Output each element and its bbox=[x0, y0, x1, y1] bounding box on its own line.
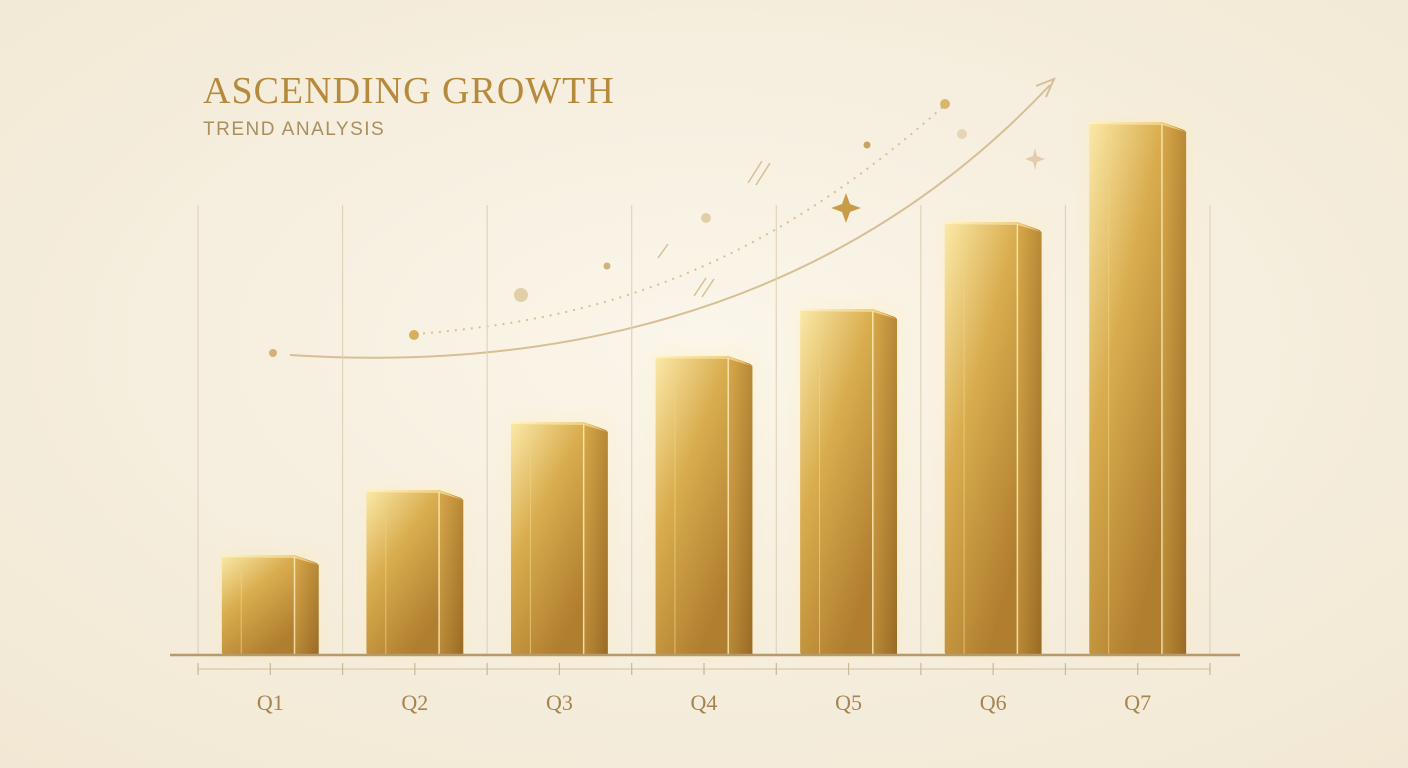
dash-marks bbox=[657, 160, 771, 298]
bar-group bbox=[944, 222, 1042, 655]
bar-side bbox=[583, 422, 608, 655]
x-tick-label: Q5 bbox=[835, 690, 862, 715]
bar-group bbox=[1089, 122, 1187, 655]
dot bbox=[514, 288, 528, 302]
bar bbox=[510, 422, 584, 655]
dot bbox=[957, 129, 967, 139]
chart-subtitle: TREND ANALYSIS bbox=[203, 119, 385, 140]
trend-decoration bbox=[289, 77, 1056, 359]
dot bbox=[940, 99, 950, 109]
x-tick-label: Q4 bbox=[691, 690, 718, 715]
x-tick-label: Q1 bbox=[257, 690, 284, 715]
bar-side bbox=[294, 555, 319, 655]
bar bbox=[800, 309, 873, 655]
bar bbox=[221, 555, 295, 655]
bar bbox=[944, 222, 1018, 655]
dot bbox=[701, 213, 711, 223]
bar bbox=[1089, 122, 1162, 655]
dot bbox=[409, 330, 419, 340]
sparkle-decoration bbox=[269, 99, 1045, 357]
bar-side bbox=[439, 490, 464, 655]
bar bbox=[366, 490, 440, 655]
x-tick-label: Q6 bbox=[980, 690, 1007, 715]
dot bbox=[863, 141, 871, 149]
bar-side bbox=[872, 309, 898, 655]
x-tick-label: Q2 bbox=[401, 690, 428, 715]
bar bbox=[655, 356, 729, 655]
bar-group bbox=[510, 422, 608, 655]
bar-side bbox=[728, 356, 753, 655]
bar-side bbox=[1161, 122, 1187, 655]
bar-group bbox=[800, 309, 898, 655]
dot bbox=[269, 349, 277, 357]
star bbox=[831, 193, 861, 223]
chart-title: ASCENDING GROWTH bbox=[203, 70, 615, 112]
trend-curve bbox=[289, 84, 1051, 359]
star bbox=[1025, 148, 1045, 170]
bar-side bbox=[1017, 222, 1042, 655]
dotted-curve bbox=[414, 104, 946, 335]
x-tick-label: Q7 bbox=[1124, 690, 1151, 715]
bar-group bbox=[655, 356, 753, 655]
x-tick-label: Q3 bbox=[546, 690, 573, 715]
trend-arrow bbox=[1035, 77, 1056, 98]
dot bbox=[603, 262, 611, 270]
bar-group bbox=[221, 555, 319, 655]
bar-group bbox=[366, 490, 464, 655]
